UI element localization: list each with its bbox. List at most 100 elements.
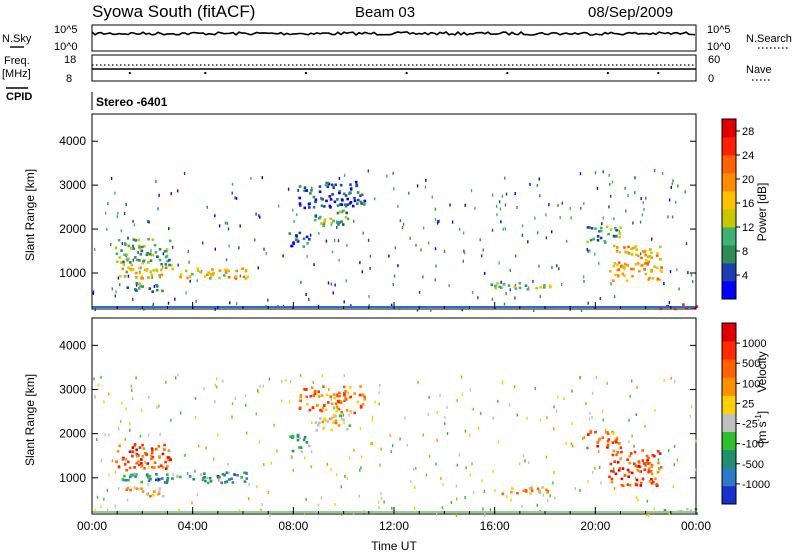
noise-cell xyxy=(587,249,589,253)
echo-cell-r0 xyxy=(150,447,154,450)
noise-cell xyxy=(456,463,458,467)
echo-cell-r3 xyxy=(332,186,335,189)
noise-cell xyxy=(434,247,437,251)
noise-cell xyxy=(330,468,332,471)
noise-cell xyxy=(678,287,680,291)
echo-cell-r3 xyxy=(356,202,359,205)
noise-cell xyxy=(465,466,467,470)
echo-cell-r4 xyxy=(321,420,325,424)
noise-cell xyxy=(195,415,197,419)
noise-cell xyxy=(100,459,102,463)
velocity-colorbar-unit: [m s-1] xyxy=(754,411,769,444)
noise-cell xyxy=(313,263,315,267)
noise-cell xyxy=(667,215,669,219)
echo-cell-r4 xyxy=(330,428,333,432)
echo-cell-r7 xyxy=(586,240,589,244)
noise-cell xyxy=(504,176,506,180)
echo-cell-r3 xyxy=(307,203,311,206)
x-tick-label: 20:00 xyxy=(580,519,610,533)
echo-cell-r3 xyxy=(359,385,362,388)
noise-cell xyxy=(418,290,421,294)
echo-cell-r1 xyxy=(135,276,138,279)
noise-cell xyxy=(263,247,265,251)
echo-cell-r8 xyxy=(645,259,648,262)
echo-cell-r8 xyxy=(623,267,626,271)
echo-cell-r8 xyxy=(612,279,615,282)
echo-cell-r1 xyxy=(121,478,125,481)
noise-cell xyxy=(383,500,385,504)
noise-cell xyxy=(257,390,260,394)
noise-cell xyxy=(548,203,550,207)
echo-cell-r2 xyxy=(161,494,165,498)
echo-cell-r5 xyxy=(291,435,295,439)
noise-cell xyxy=(308,297,310,301)
noise-cell xyxy=(521,233,524,237)
noise-cell xyxy=(276,449,278,453)
echo-cell-r5 xyxy=(299,446,303,449)
echo-cell-r0 xyxy=(165,248,169,251)
noise-cell xyxy=(569,206,571,210)
echo-cell-r0 xyxy=(136,455,139,458)
noise-cell xyxy=(380,492,382,496)
noise-cell xyxy=(246,431,248,435)
nsky-label: N.Sky xyxy=(2,33,32,45)
echo-cell-r3 xyxy=(349,410,352,413)
echo-cell-r7 xyxy=(613,227,617,230)
echo-cell-r8 xyxy=(648,461,652,465)
echo-cell-r0 xyxy=(127,244,131,248)
noise-cell xyxy=(386,174,388,178)
echo-cell-r3 xyxy=(299,406,302,410)
noise-cell xyxy=(325,239,328,243)
colorbar-tick-label: -500 xyxy=(742,459,764,471)
echo-cell-r3 xyxy=(327,182,331,186)
echo-cell-r0 xyxy=(158,455,161,458)
echo-cell-r3 xyxy=(305,395,308,399)
echo-cell-r3 xyxy=(339,183,343,187)
echo-cell-r7 xyxy=(607,232,610,236)
echo-cell-r3 xyxy=(326,185,330,189)
echo-cell-r0 xyxy=(164,467,168,470)
echo-cell-r3 xyxy=(349,188,353,191)
echo-cell-r0 xyxy=(160,263,163,266)
echo-cell-r0 xyxy=(135,448,138,452)
echo-cell-r1 xyxy=(234,275,238,278)
noise-cell xyxy=(158,404,160,408)
echo-cell-r5 xyxy=(308,238,311,241)
noise-cell xyxy=(668,512,671,515)
echo-cell-r0 xyxy=(153,243,157,247)
y-tick-label: 3000 xyxy=(59,383,86,397)
noise-cell xyxy=(632,221,634,225)
echo-cell-r8 xyxy=(643,250,646,254)
echo-cell-r8 xyxy=(657,461,660,465)
noise-cell xyxy=(303,512,306,515)
echo-cell-r4 xyxy=(346,217,350,221)
noise-cell xyxy=(244,394,247,398)
noise-cell xyxy=(110,243,112,246)
echo-cell-r9 xyxy=(682,303,685,306)
noise-cell xyxy=(127,236,129,240)
nsearch-tick-bottom: 10^0 xyxy=(707,41,731,53)
echo-cell-r6 xyxy=(513,285,516,289)
echo-cell-r1 xyxy=(171,267,175,271)
noise-cell xyxy=(695,468,697,472)
echo-cell-r3 xyxy=(335,394,339,398)
echo-cell-r8 xyxy=(637,464,641,468)
echo-cell-r0 xyxy=(116,260,119,264)
noise-cell xyxy=(114,504,116,508)
echo-cell-r6 xyxy=(526,288,530,291)
noise-cell xyxy=(267,298,269,302)
echo-cell-r0 xyxy=(157,445,161,448)
echo-cell-r0 xyxy=(151,456,155,459)
noise-cell xyxy=(327,281,330,285)
noise-cell xyxy=(239,274,242,278)
noise-cell xyxy=(206,205,208,209)
noise-cell xyxy=(262,384,265,388)
noise-cell xyxy=(613,467,615,471)
nave-dip-2 xyxy=(304,71,307,75)
echo-cell-r0 xyxy=(127,460,130,464)
noise-cell xyxy=(290,455,293,459)
noise-cell xyxy=(484,271,486,275)
echo-cell-r0 xyxy=(124,243,127,246)
noise-cell xyxy=(668,198,671,202)
noise-cell xyxy=(205,446,207,450)
